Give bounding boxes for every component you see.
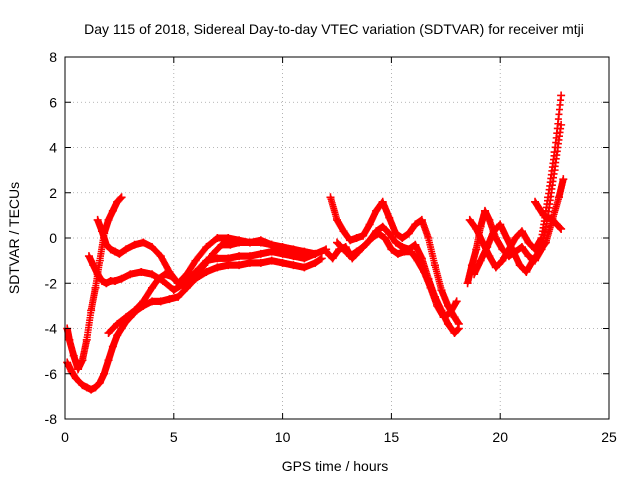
y-tick-label: 4 [49,140,57,156]
series-track-b [63,193,126,374]
x-axis-label: GPS time / hours [282,458,389,474]
x-axis-ticks: 0 5 10 15 20 25 [61,57,617,445]
series-track-l [531,197,566,233]
x-tick-label: 10 [275,429,291,445]
x-tick-label: 5 [170,429,178,445]
data-point [300,252,309,261]
x-tick-label: 0 [61,429,69,445]
series-track-a [63,254,326,394]
series-track-j [465,91,566,272]
x-tick-label: 15 [384,429,400,445]
y-tick-label: 8 [49,49,57,65]
series-track-e [104,236,309,338]
y-tick-label: -2 [45,275,58,291]
x-tick-label: 25 [601,429,617,445]
data-point [557,91,566,100]
data-point [117,193,126,202]
data-point [454,324,463,333]
y-axis-label: SDTVAR / TECUs [6,182,22,294]
y-tick-label: -4 [45,321,58,337]
y-tick-label: -8 [45,411,58,427]
series-track-h [333,222,463,338]
chart-title: Day 115 of 2018, Sidereal Day-to-day VTE… [84,21,584,37]
y-tick-label: -6 [45,366,58,382]
data-point [559,175,568,184]
y-tick-label: 0 [49,230,57,246]
series-track-k [470,175,568,279]
data-point [557,224,566,233]
data-point [452,297,461,306]
y-tick-label: 6 [49,94,57,110]
x-tick-label: 20 [492,429,508,445]
data-series [63,91,568,394]
y-tick-label: 2 [49,185,57,201]
data-point [317,254,326,263]
y-axis-ticks: -8 -6 -4 -2 0 2 4 6 8 [45,49,609,427]
grid-lines [65,57,609,419]
series-track-g [326,193,463,328]
